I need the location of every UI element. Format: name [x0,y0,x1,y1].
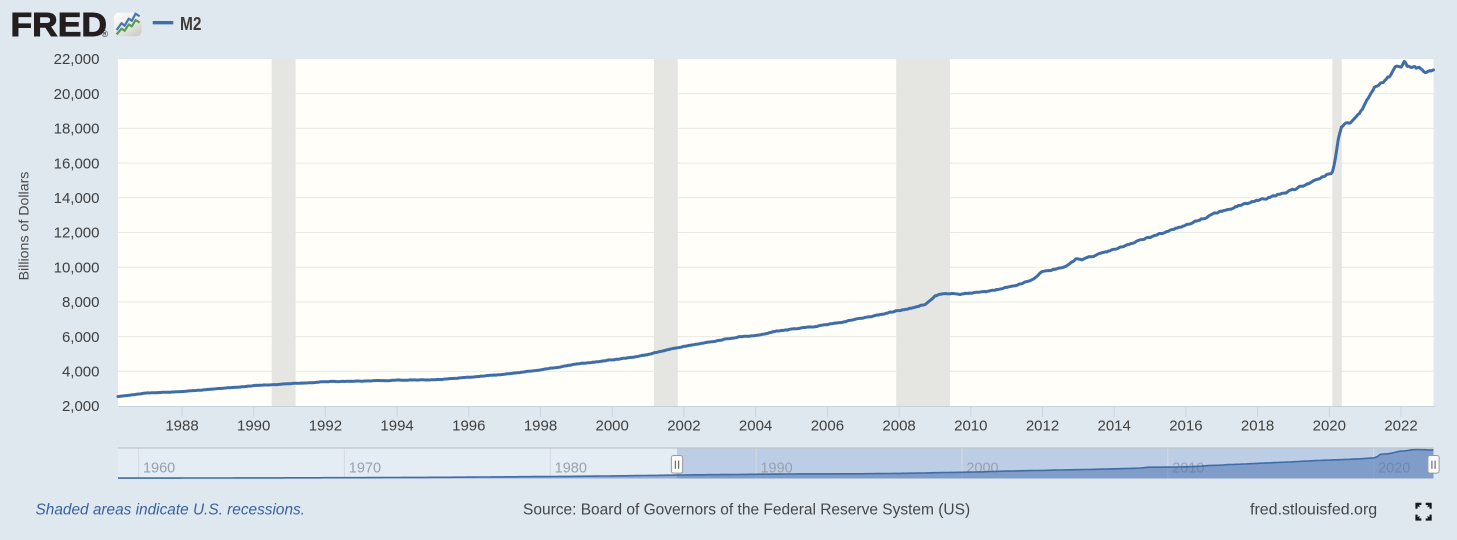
svg-text:2010: 2010 [954,418,987,435]
svg-text:2004: 2004 [739,418,772,435]
svg-text:1990: 1990 [760,460,792,476]
svg-text:Source: Board of Governors of: Source: Board of Governors of the Federa… [523,501,970,518]
svg-text:1988: 1988 [165,418,198,435]
svg-text:1960: 1960 [143,460,175,476]
svg-text:2016: 2016 [1169,418,1202,435]
svg-text:2006: 2006 [811,418,844,435]
svg-text:22,000: 22,000 [54,51,100,68]
svg-text:4,000: 4,000 [62,364,100,381]
svg-text:2022: 2022 [1384,418,1417,435]
svg-text:FRED: FRED [11,6,107,43]
svg-text:1998: 1998 [524,418,557,435]
svg-text:2014: 2014 [1098,418,1131,435]
svg-text:1996: 1996 [452,418,485,435]
svg-text:8,000: 8,000 [62,294,100,311]
svg-text:2018: 2018 [1241,418,1274,435]
svg-text:2,000: 2,000 [62,398,100,415]
svg-text:14,000: 14,000 [54,190,100,207]
svg-text:20,000: 20,000 [54,86,100,103]
svg-text:Billions of Dollars: Billions of Dollars [17,172,33,281]
svg-text:M2: M2 [180,14,202,34]
svg-text:fred.stlouisfed.org: fred.stlouisfed.org [1250,501,1377,518]
svg-text:2020: 2020 [1313,418,1346,435]
svg-text:6,000: 6,000 [62,329,100,346]
svg-text:1970: 1970 [349,460,381,476]
svg-text:18,000: 18,000 [54,121,100,138]
svg-text:2008: 2008 [882,418,915,435]
svg-text:1994: 1994 [380,418,413,435]
svg-text:Shaded areas indicate U.S. rec: Shaded areas indicate U.S. recessions. [36,501,306,518]
svg-text:2000: 2000 [596,418,629,435]
svg-text:1980: 1980 [555,460,587,476]
svg-text:10,000: 10,000 [54,259,100,276]
svg-text:16,000: 16,000 [54,155,100,172]
svg-text:12,000: 12,000 [54,225,100,242]
svg-text:1990: 1990 [237,418,270,435]
svg-text:2002: 2002 [667,418,700,435]
svg-text:®: ® [102,29,109,39]
svg-text:1992: 1992 [309,418,342,435]
svg-text:2012: 2012 [1026,418,1059,435]
